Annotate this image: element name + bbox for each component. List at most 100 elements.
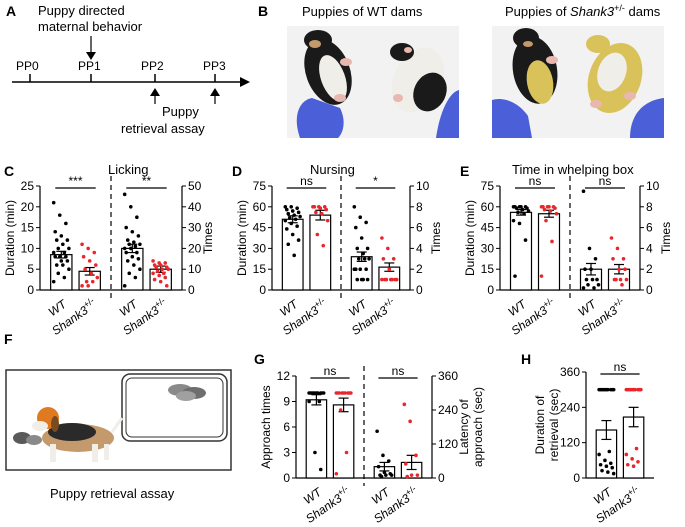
y2-tick-label: 0	[416, 283, 423, 297]
data-point	[164, 284, 169, 288]
photo-shank3-pup-1	[492, 26, 578, 138]
data-point	[387, 267, 392, 272]
data-point	[544, 218, 548, 223]
data-point	[611, 257, 615, 261]
arrow-down-head	[86, 52, 96, 60]
data-point	[587, 246, 592, 251]
y-axis-label: Duration (min)	[463, 200, 477, 276]
pups-outside	[13, 432, 42, 445]
panel-f: F Puppy retrieval assay	[4, 331, 232, 501]
data-point	[138, 267, 142, 272]
y2-tick-label: 0	[646, 283, 653, 297]
y-tick-label: 12	[277, 369, 291, 383]
data-point	[83, 267, 87, 272]
data-point	[132, 240, 136, 244]
timeline-arrowhead	[240, 77, 250, 87]
data-point	[316, 391, 320, 395]
y2-tick-label: 10	[416, 179, 430, 193]
significance-label: **	[142, 174, 152, 188]
data-point	[56, 246, 61, 251]
timepoint-pp3: PP3	[203, 59, 226, 73]
y-tick-label: 60	[253, 200, 267, 214]
data-point	[542, 207, 547, 212]
data-point	[64, 221, 68, 226]
data-point	[322, 205, 327, 209]
bar	[309, 214, 332, 291]
data-point	[122, 284, 127, 288]
data-point	[65, 238, 70, 242]
data-point	[138, 242, 142, 247]
data-point	[132, 263, 136, 267]
data-point	[520, 207, 525, 212]
timepoint-pp0: PP0	[16, 59, 39, 73]
data-point	[353, 267, 358, 272]
data-point	[376, 464, 381, 469]
photo-wt-pup-2	[373, 26, 459, 138]
data-point	[128, 205, 133, 209]
panel-label-c: C	[4, 163, 14, 179]
data-point	[636, 460, 640, 464]
data-point	[59, 259, 64, 263]
data-point	[284, 227, 289, 231]
y-tick-label: 75	[253, 179, 267, 193]
y-tick-label: 3	[283, 446, 290, 460]
significance-label: ***	[68, 174, 82, 188]
data-point	[355, 246, 360, 251]
data-point	[130, 254, 135, 259]
bar	[305, 399, 328, 479]
panel-label-f: F	[4, 331, 13, 347]
data-point	[283, 218, 288, 223]
data-point	[405, 474, 410, 479]
annotation-top-line1: Puppy directed	[38, 3, 125, 18]
data-point	[314, 210, 318, 215]
data-point	[590, 277, 595, 282]
data-point	[581, 189, 586, 193]
data-point	[290, 209, 295, 213]
data-point	[136, 234, 141, 238]
y2-tick-label: 0	[188, 283, 195, 297]
y2-axis-label: approach (sec)	[471, 387, 485, 467]
chart-title: Nursing	[310, 162, 355, 177]
data-point	[623, 267, 627, 272]
y2-tick-label: 8	[646, 200, 653, 214]
data-point	[625, 462, 630, 467]
y-axis-label: Approach times	[259, 385, 273, 468]
data-point	[593, 257, 598, 261]
y-tick-label: 10	[21, 241, 35, 255]
data-point	[367, 257, 371, 261]
data-point	[621, 257, 626, 261]
data-point	[292, 213, 296, 217]
data-point	[606, 387, 610, 392]
data-point	[286, 211, 291, 216]
y2-tick-label: 2	[416, 262, 423, 276]
data-point	[359, 236, 364, 240]
data-point	[67, 246, 71, 251]
significance-label: ns	[392, 364, 405, 378]
y2-tick-label: 360	[438, 369, 458, 383]
y-tick-label: 45	[253, 221, 267, 235]
data-point	[67, 267, 71, 272]
data-point	[603, 458, 607, 463]
y2-axis-label: Times	[201, 222, 215, 254]
data-point	[64, 254, 68, 259]
annotation-top-line2: maternal behavior	[38, 19, 143, 34]
data-point	[80, 242, 84, 247]
data-point	[624, 452, 629, 457]
data-point	[386, 459, 391, 463]
y-tick-label: 45	[481, 221, 495, 235]
data-point	[95, 275, 100, 280]
y-tick-label: 240	[560, 400, 580, 414]
data-point	[628, 387, 633, 392]
data-point	[158, 263, 163, 267]
data-point	[380, 236, 384, 240]
y-axis-label: Duration (min)	[235, 200, 249, 276]
data-point	[381, 257, 386, 261]
y2-tick-label: 240	[438, 403, 458, 417]
data-point	[283, 205, 288, 209]
y2-tick-label: 8	[416, 200, 423, 214]
data-point	[157, 273, 161, 278]
bar	[537, 213, 561, 291]
data-point	[128, 246, 133, 251]
y2-tick-label: 120	[438, 437, 458, 451]
